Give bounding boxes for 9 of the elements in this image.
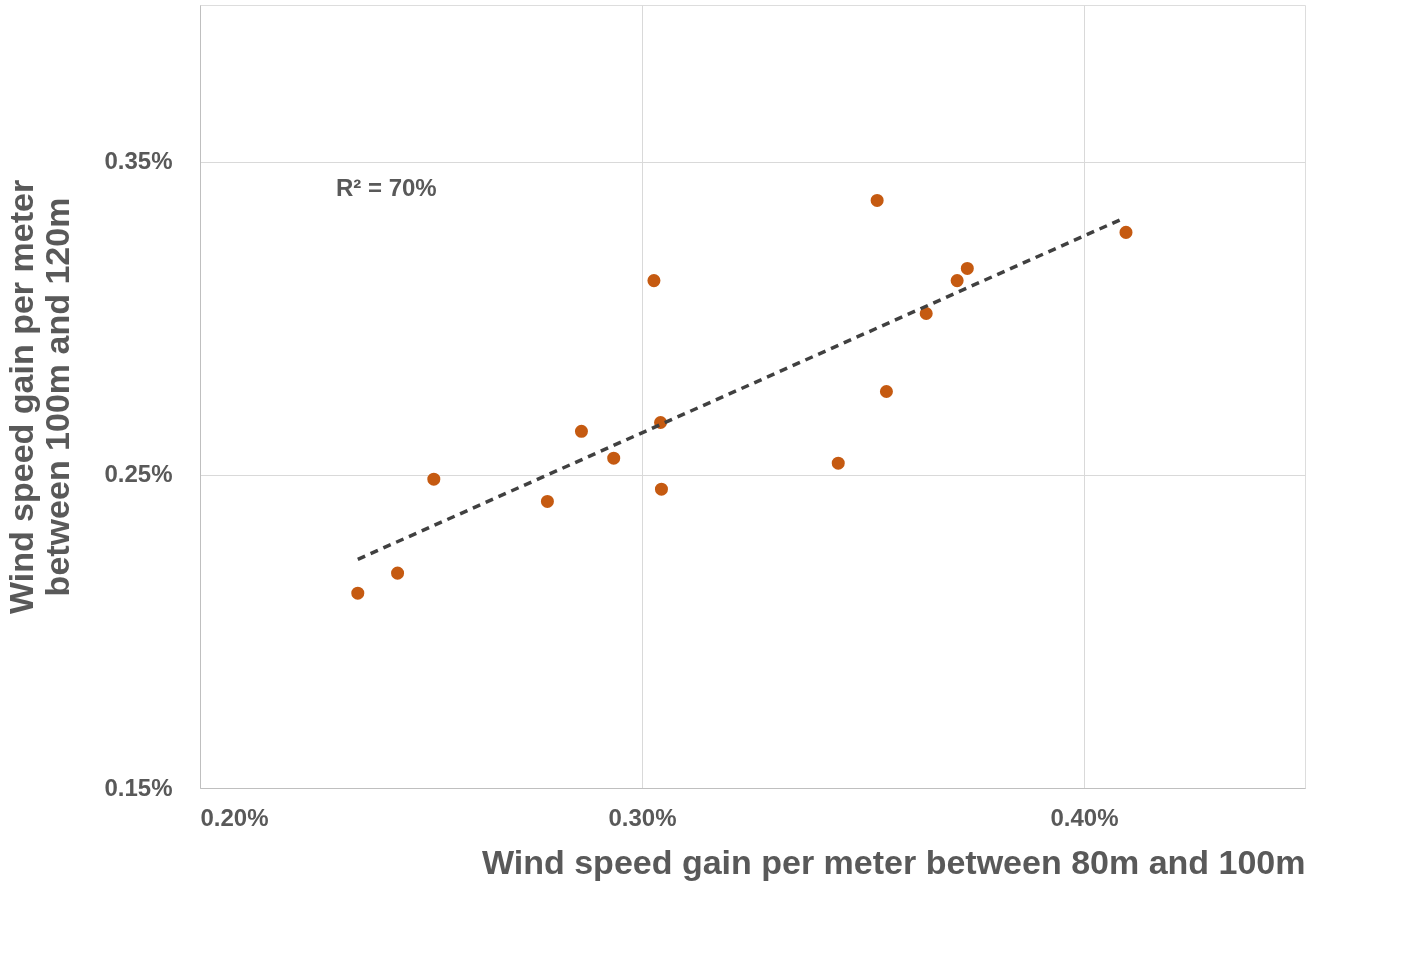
y-tick-label: 0.25% (104, 460, 173, 488)
x-tick-label: 0.30% (608, 803, 677, 831)
x-tick-label: 0.40% (1050, 803, 1119, 831)
y-tick-label: 0.15% (104, 773, 173, 801)
annotation: R² = 70% (336, 174, 437, 201)
y-axis-title: Wind speed gain per meter between 100m and 120m (2, 179, 77, 615)
x-axis-title: Wind speed gain per meter between 80m and 100m (481, 842, 1306, 881)
y-tick-label: 0.35% (104, 147, 173, 175)
x-tick-label: 0.20% (200, 803, 269, 831)
